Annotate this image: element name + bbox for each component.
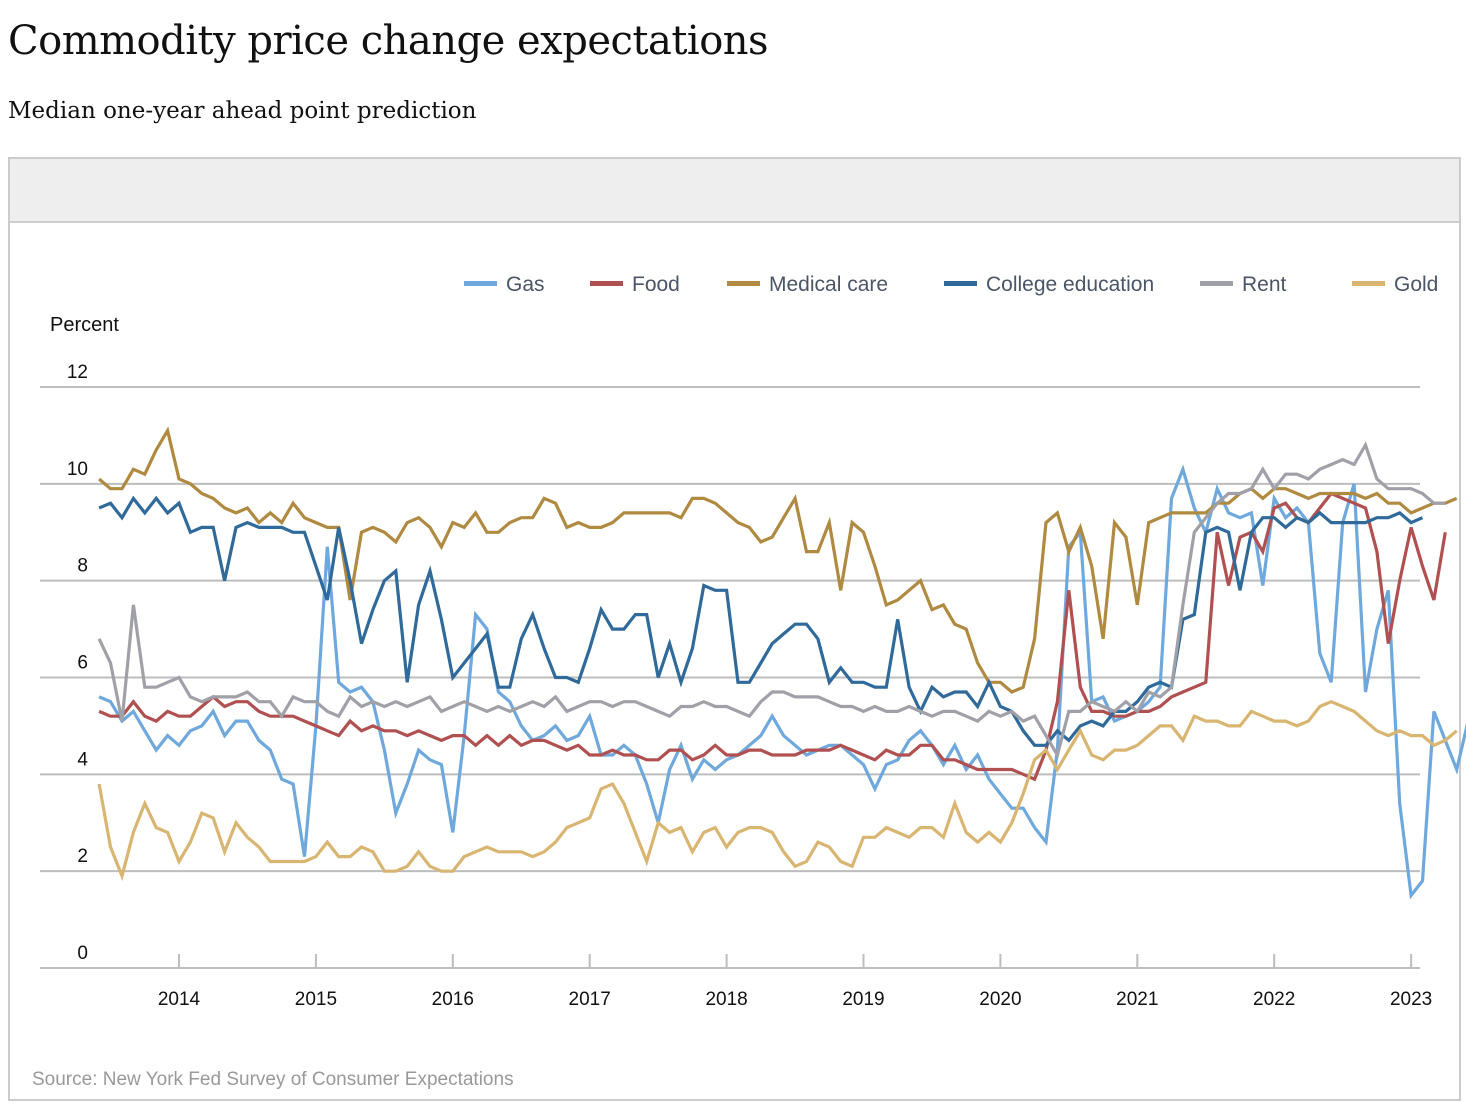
legend-item-medical-care[interactable]: Medical care xyxy=(727,273,888,296)
legend-label: Medical care xyxy=(769,273,888,296)
series-line-college-education[interactable] xyxy=(98,495,1424,747)
y-tick-label: 0 xyxy=(77,943,88,964)
series-line-gas[interactable] xyxy=(98,464,1466,900)
source-note: Source: New York Fed Survey of Consumer … xyxy=(32,1069,514,1090)
chart-title: Commodity price change expectations xyxy=(8,18,769,64)
legend-item-gas[interactable]: Gas xyxy=(464,273,545,296)
x-axis: 2014 2015 2016 2017 2018 2019 2020 2021 2022 2023 xyxy=(158,954,1432,1010)
x-tick-label: 2023 xyxy=(1390,989,1432,1010)
legend-label: Food xyxy=(632,273,680,296)
legend-swatch xyxy=(590,281,623,286)
series-line-medical-care[interactable] xyxy=(98,426,1458,694)
y-tick-label: 2 xyxy=(77,846,88,867)
legend-swatch xyxy=(727,281,760,286)
legend-item-rent[interactable]: Rent xyxy=(1200,273,1287,296)
x-tick-label: 2019 xyxy=(842,989,884,1010)
legend-swatch xyxy=(944,281,977,286)
legend-label: College education xyxy=(986,273,1154,296)
legend-swatch xyxy=(1352,281,1385,286)
chart-subtitle: Median one-year ahead point prediction xyxy=(8,98,477,124)
x-tick-label: 2020 xyxy=(979,989,1021,1010)
y-tick-label: 6 xyxy=(77,653,88,674)
legend-label: Rent xyxy=(1242,273,1287,296)
series-line-food[interactable] xyxy=(98,491,1447,782)
series-lines xyxy=(97,426,1466,900)
y-axis-label: Percent xyxy=(50,314,119,336)
y-axis: 0 2 4 6 8 10 12 xyxy=(67,362,89,964)
legend-item-college-education[interactable]: College education xyxy=(944,273,1154,296)
x-tick-label: 2022 xyxy=(1253,989,1295,1010)
x-tick-label: 2021 xyxy=(1116,989,1158,1010)
x-tick-label: 2016 xyxy=(432,989,474,1010)
legend-item-food[interactable]: Food xyxy=(590,273,680,296)
legend-swatch xyxy=(464,281,497,286)
legend-label: Gas xyxy=(506,273,545,296)
legend-swatch xyxy=(1200,281,1233,286)
x-tick-label: 2018 xyxy=(705,989,747,1010)
x-tick-label: 2014 xyxy=(158,989,201,1010)
chart-frame: Source: New York Fed Survey of Consumer … xyxy=(8,157,1461,1101)
y-tick-label: 4 xyxy=(77,749,88,770)
x-tick-label: 2015 xyxy=(295,989,337,1010)
y-tick-label: 12 xyxy=(67,362,88,383)
y-tick-label: 10 xyxy=(67,459,88,480)
legend-item-gold[interactable]: Gold xyxy=(1352,273,1438,296)
series-line-gold[interactable] xyxy=(97,699,1458,882)
legend: Gas Food Medical care College education Rent… xyxy=(464,273,1438,296)
legend-label: Gold xyxy=(1394,273,1438,296)
series-line-rent[interactable] xyxy=(97,441,1446,760)
gridlines xyxy=(40,386,1420,969)
y-tick-label: 8 xyxy=(77,556,88,577)
x-tick-label: 2017 xyxy=(569,989,611,1010)
chart-toolbar-area xyxy=(10,159,1459,223)
